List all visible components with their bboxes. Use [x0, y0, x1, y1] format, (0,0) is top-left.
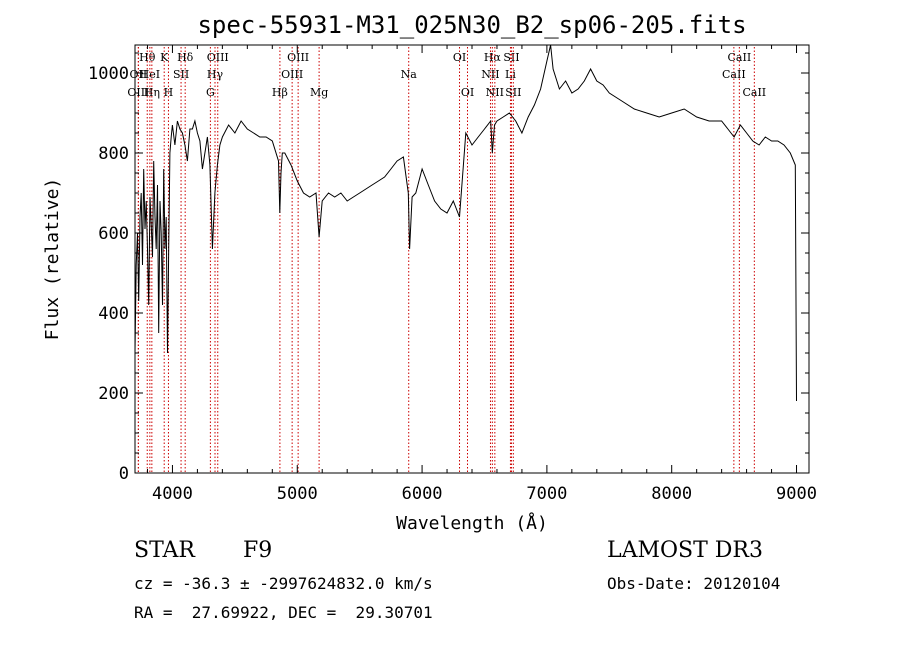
- line-marker-label: OII: [130, 68, 148, 81]
- line-marker-label: SII: [503, 51, 519, 64]
- y-tick-label: 800: [98, 144, 129, 164]
- line-marker-label: Mg: [310, 86, 328, 99]
- x-axis-label: Wavelength (Å): [396, 512, 548, 534]
- line-marker-label: Hδ: [177, 51, 194, 64]
- y-tick-label: 600: [98, 224, 129, 244]
- line-marker-label: Hα: [484, 51, 502, 64]
- y-axis-label: Flux (relative): [42, 178, 63, 341]
- x-axis-ticks: 4000 5000 6000 7000 8000 9000: [146, 45, 817, 504]
- line-marker-label: K: [160, 51, 169, 64]
- line-marker-label: NII: [481, 68, 499, 81]
- x-tick-label: 5000: [277, 484, 318, 504]
- line-marker-label: Li: [505, 68, 516, 81]
- line-marker-label: CaII: [728, 51, 752, 64]
- line-marker-label: H: [164, 86, 174, 99]
- redshift-text: cz = -36.3 ± -2997624832.0 km/s: [134, 574, 433, 593]
- line-marker-label: OIII: [281, 68, 303, 81]
- object-subclass: F9: [243, 538, 273, 563]
- x-tick-label: 7000: [526, 484, 567, 504]
- line-marker-label: CaII: [722, 68, 746, 81]
- line-marker-label: Hθ: [139, 51, 156, 64]
- plot-frame: [134, 44, 810, 474]
- y-tick-label: 1000: [88, 64, 129, 84]
- line-marker-label: Hβ: [272, 86, 288, 99]
- spectrum-series: [134, 44, 797, 402]
- coordinates-text: RA = 27.69922, DEC = 29.30701: [134, 603, 433, 622]
- line-marker-label: OI: [453, 51, 466, 64]
- line-marker-label: Hγ: [207, 68, 224, 81]
- line-marker-label: HeI: [140, 68, 160, 81]
- line-marker-label: SII: [173, 68, 189, 81]
- line-marker-label: OIII: [287, 51, 309, 64]
- line-marker-label: G: [206, 86, 215, 99]
- y-axis-ticks: 0 200 400 600 800 1000: [88, 52, 809, 484]
- survey-name: LAMOST DR3: [607, 538, 763, 563]
- object-class: STAR: [134, 538, 195, 563]
- y-tick-label: 400: [98, 304, 129, 324]
- line-marker-label: Hη: [144, 86, 160, 99]
- line-marker-label: SII: [505, 86, 521, 99]
- x-tick-label: 8000: [651, 484, 692, 504]
- obs-date-text: Obs-Date: 20120104: [607, 574, 781, 593]
- line-marker-label: CaII: [742, 86, 766, 99]
- x-tick-label: 9000: [776, 484, 817, 504]
- y-tick-label: 200: [98, 384, 129, 404]
- line-marker-label: OIII: [207, 51, 229, 64]
- spectrum-line: [134, 44, 797, 402]
- y-tick-label: 0: [119, 464, 129, 484]
- x-tick-label: 4000: [152, 484, 193, 504]
- line-marker-label: NII: [486, 86, 504, 99]
- chart-title: spec-55931-M31_025N30_B2_sp06-205.fits: [197, 11, 746, 39]
- line-marker-label: OI: [461, 86, 474, 99]
- line-marker-label: Na: [401, 68, 418, 81]
- x-tick-label: 6000: [402, 484, 443, 504]
